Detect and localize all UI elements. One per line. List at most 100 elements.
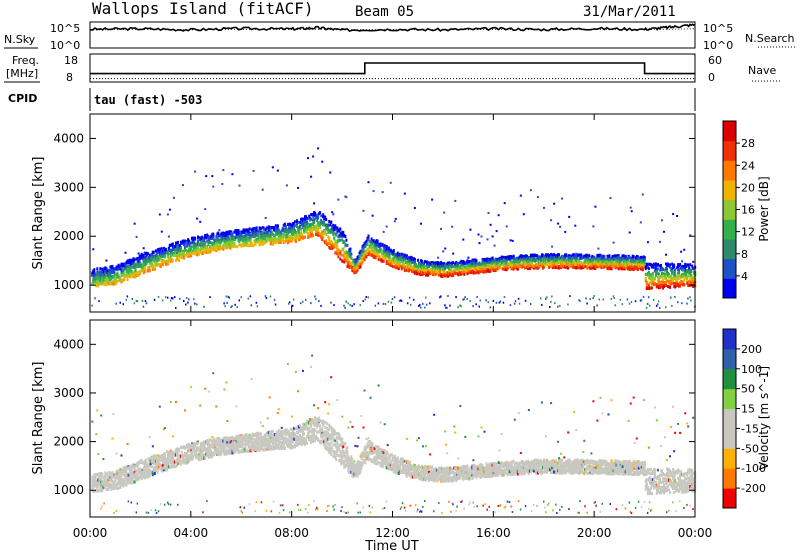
scatter-cell: [454, 199, 457, 202]
scatter-cell: [161, 299, 164, 302]
scatter-cell: [420, 306, 422, 309]
scatter-cell: [313, 221, 316, 225]
scatter-cell: [345, 238, 348, 242]
scatter-cell: [150, 258, 153, 262]
scatter-cell: [138, 459, 141, 463]
scatter-cell: [311, 230, 314, 234]
scatter-cell: [480, 269, 483, 273]
scatter-cell: [308, 228, 311, 232]
scatter-cell: [461, 266, 464, 270]
scatter-cell: [278, 233, 281, 237]
scatter-cell: [312, 223, 315, 226]
scatter-cell: [648, 281, 651, 285]
scatter-cell: [271, 166, 274, 169]
scatter-cell: [465, 268, 468, 272]
scatter-cell: [346, 259, 349, 263]
noise-tick-low-left: 10^0: [50, 39, 80, 52]
scatter-cell: [549, 306, 551, 308]
scatter-cell: [306, 220, 308, 224]
scatter-cell: [253, 227, 256, 231]
scatter-cell: [103, 283, 106, 287]
scatter-cell: [344, 235, 347, 239]
scatter-cell: [302, 235, 304, 239]
scatter-cell: [288, 223, 291, 227]
scatter-cell: [382, 230, 385, 233]
scatter-cell: [391, 257, 394, 261]
scatter-cell: [443, 211, 446, 214]
scatter-cell: [647, 296, 650, 299]
scatter-cell: [198, 242, 201, 246]
scatter-cell: [296, 222, 298, 226]
scatter-cell: [167, 252, 170, 256]
scatter-cell: [100, 275, 103, 279]
scatter-cell: [666, 279, 668, 283]
scatter-cell: [644, 272, 647, 276]
scatter-cell: [628, 231, 631, 234]
scatter-cell: [298, 220, 300, 224]
scatter-cell: [310, 175, 313, 178]
scatter-cell: [493, 244, 496, 247]
power-colorbar-segment: [723, 239, 736, 260]
scatter-cell: [282, 233, 285, 237]
scatter-cell: [138, 260, 141, 264]
scatter-cell: [279, 230, 282, 234]
scatter-cell: [169, 250, 172, 254]
scatter-cell: [509, 263, 512, 267]
scatter-cell: [319, 220, 322, 224]
scatter-cell: [431, 198, 434, 201]
scatter-cell: [261, 241, 264, 245]
scatter-cell: [687, 263, 690, 267]
scatter-cell: [161, 254, 164, 258]
scatter-cell: [330, 220, 333, 224]
scatter-cell: [234, 229, 237, 233]
scatter-cell: [97, 277, 100, 281]
scatter-cell: [364, 253, 367, 257]
scatter-cell: [482, 265, 485, 269]
scatter-cell: [164, 296, 167, 299]
scatter-cell: [640, 299, 643, 302]
scatter-cell: [252, 169, 255, 172]
scatter-cell: [270, 225, 273, 229]
scatter-cell: [270, 238, 273, 242]
nsky-label: N.Sky: [4, 33, 36, 46]
scatter-cell: [690, 299, 692, 302]
scatter-cell: [497, 214, 500, 217]
scatter-cell: [660, 264, 662, 267]
scatter-cell: [325, 232, 328, 236]
scatter-cell: [512, 260, 515, 264]
scatter-cell: [349, 249, 352, 253]
scatter-cell: [101, 505, 103, 508]
scatter-cell: [403, 265, 406, 269]
scatter-cell: [355, 270, 358, 274]
scatter-cell: [363, 258, 366, 262]
scatter-cell: [552, 256, 555, 260]
scatter-cell: [385, 225, 388, 228]
scatter-cell: [194, 170, 197, 173]
scatter-cell: [198, 252, 201, 256]
scatter-cell: [116, 271, 119, 275]
scatter-cell: [285, 184, 288, 187]
power-colorbar-segment: [723, 180, 736, 201]
scatter-cell: [316, 224, 319, 228]
scatter-cell: [588, 254, 591, 258]
scatter-cell: [379, 242, 382, 246]
scatter-cell: [238, 299, 240, 302]
scatter-cell: [337, 198, 340, 201]
scatter-cell: [395, 266, 398, 270]
scatter-cell: [290, 238, 293, 242]
scatter-cell: [109, 472, 112, 476]
scatter-cell: [310, 217, 313, 221]
scatter-cell: [503, 202, 506, 205]
scatter-cell: [492, 268, 495, 271]
scatter-cell: [294, 239, 297, 243]
scatter-cell: [379, 244, 382, 248]
scatter-cell: [242, 238, 245, 242]
scatter-cell: [299, 224, 301, 228]
scatter-cell: [221, 236, 224, 240]
scatter-cell: [139, 262, 142, 266]
scatter-cell: [131, 265, 134, 269]
scatter-cell: [225, 295, 227, 298]
scatter-cell: [608, 254, 611, 258]
